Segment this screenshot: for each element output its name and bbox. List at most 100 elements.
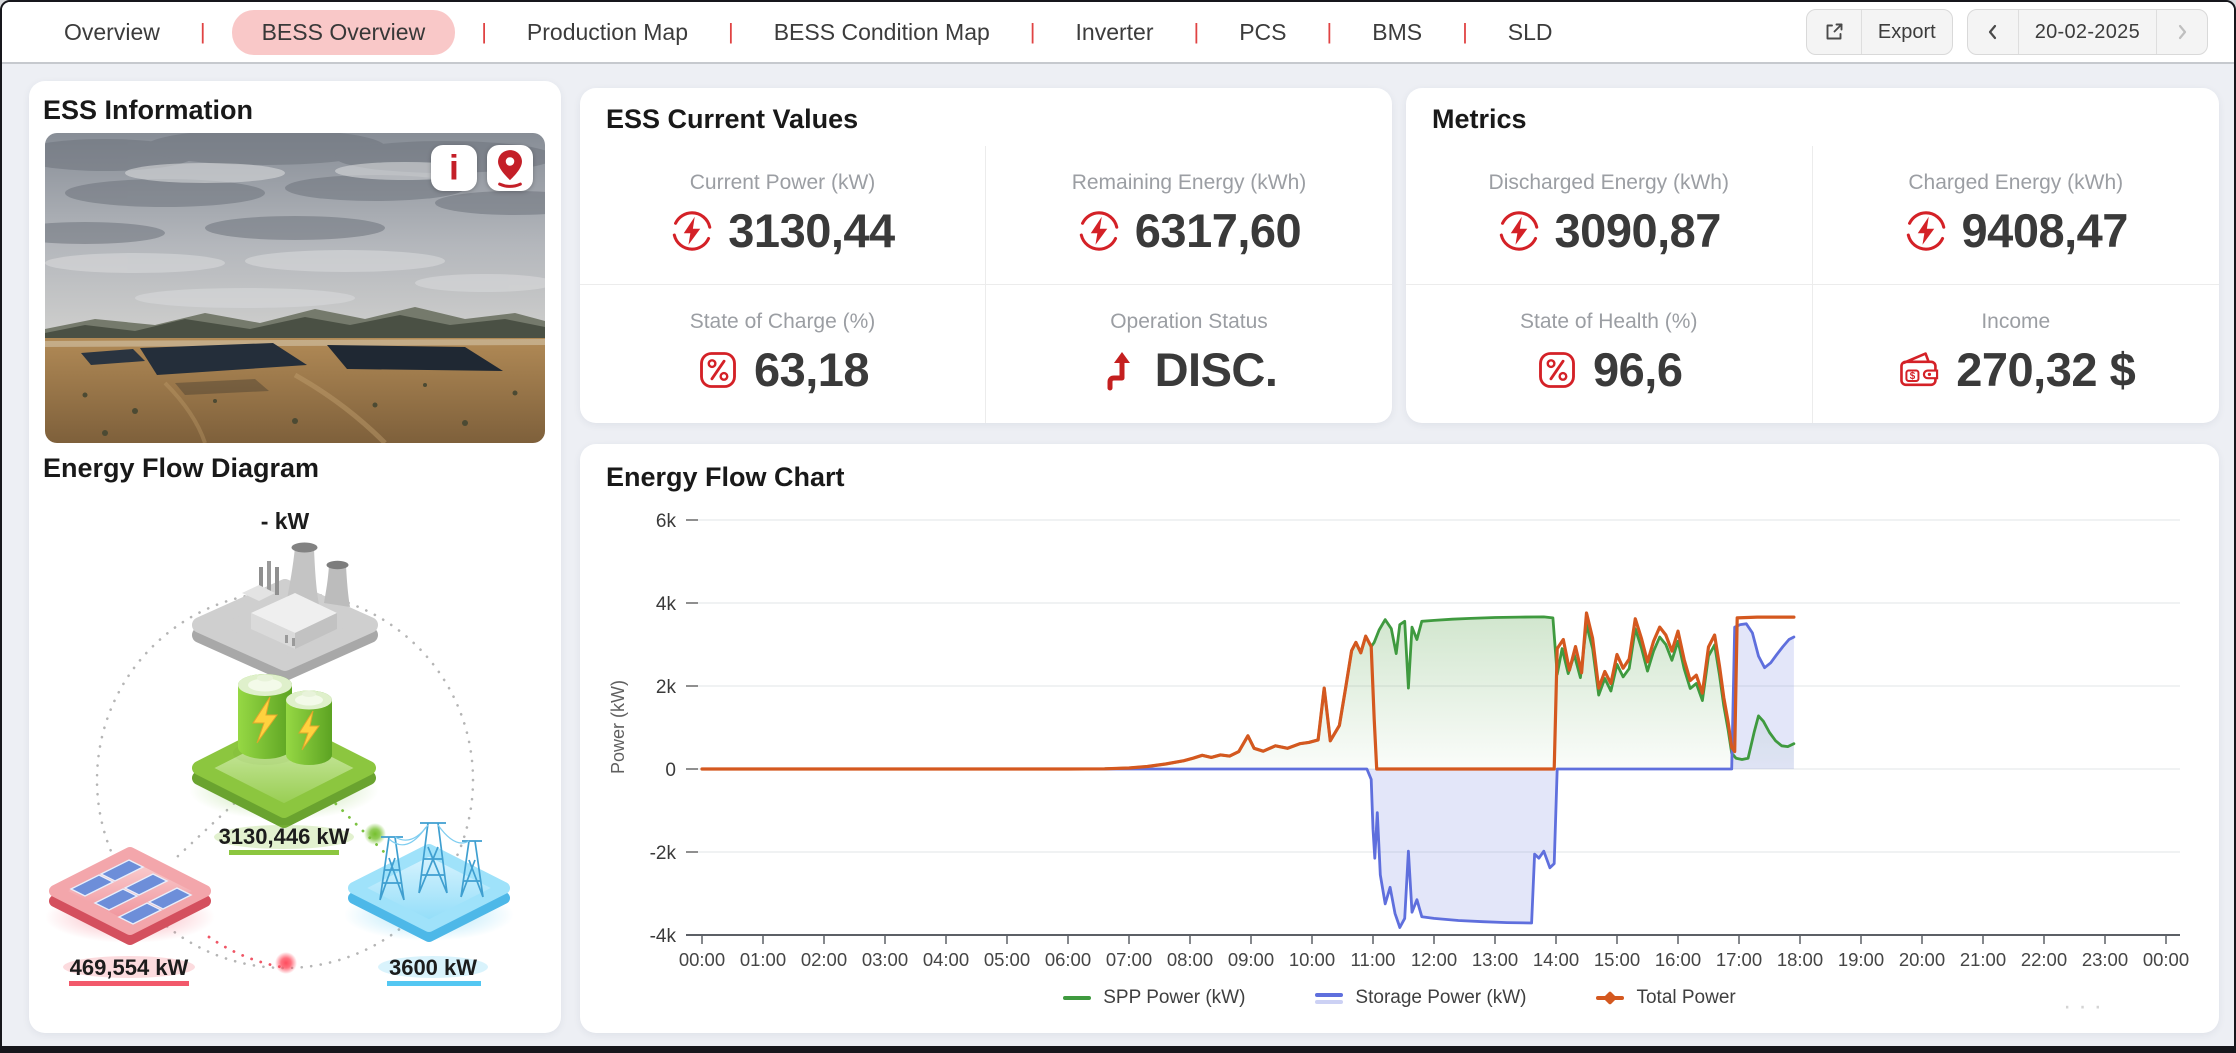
stat-value: 6317,60: [1134, 204, 1302, 258]
legend-marker-line: [1063, 991, 1092, 1005]
stat-operation-status: Operation Status DISC.: [986, 285, 1392, 424]
nav-separator: |: [1326, 19, 1333, 44]
chart-title: Energy Flow Chart: [606, 462, 845, 492]
legend-label: Storage Power (kW): [1355, 987, 1527, 1008]
ess-current-values-title: ESS Current Values: [606, 104, 859, 134]
chart-legend: SPP Power (kW) Storage Power (kW) Total …: [580, 987, 2219, 1009]
svg-text:00:00: 00:00: [2143, 949, 2189, 970]
svg-text:15:00: 15:00: [1594, 949, 1640, 970]
site-photo: i: [45, 133, 545, 443]
nav-separator: |: [199, 19, 206, 44]
nav-item-overview[interactable]: Overview: [64, 18, 160, 45]
svg-text:13:00: 13:00: [1472, 949, 1518, 970]
energy-flow-diagram: - kW: [45, 508, 514, 986]
date-value[interactable]: 20-02-2025: [2017, 10, 2156, 54]
battery-node-label: 3130,446 kW: [219, 824, 350, 849]
stat-current-power: Current Power (kW) 3130,44: [580, 146, 986, 285]
ess-information-card: ESS Information: [29, 81, 561, 1033]
photo-buttons: i: [431, 145, 533, 191]
svg-text:16:00: 16:00: [1655, 949, 1701, 970]
stat-income: Income $ 270,32 $: [1813, 285, 2220, 424]
nav-separator: |: [1193, 19, 1200, 44]
svg-text:21:00: 21:00: [1960, 949, 2006, 970]
next-day-button[interactable]: [2156, 10, 2207, 54]
stat-label: State of Health (%): [1520, 310, 1698, 334]
stat-remaining-energy: Remaining Energy (kWh) 6317,60: [986, 146, 1392, 285]
info-button[interactable]: i: [431, 145, 477, 191]
legend-spp-power[interactable]: SPP Power (kW): [1063, 987, 1245, 1009]
stat-label: Discharged Energy (kWh): [1488, 171, 1729, 195]
nav-item-bess-overview[interactable]: BESS Overview: [231, 9, 456, 55]
legend-marker-double-line: [1315, 991, 1344, 1005]
metrics-title: Metrics: [1432, 104, 1527, 134]
power-icon: [1904, 209, 1948, 253]
stat-value: 270,32 $: [1956, 343, 2136, 397]
prev-day-button[interactable]: [1968, 10, 2018, 54]
nav-separator: |: [1462, 19, 1468, 44]
chart-more-dots[interactable]: ···: [2063, 992, 2109, 1020]
stat-label: Charged Energy (kWh): [1908, 171, 2124, 195]
stat-state-of-charge: State of Charge (%) 63,18: [580, 284, 986, 423]
svg-text:17:00: 17:00: [1716, 949, 1762, 970]
battery-icon: [189, 674, 379, 828]
stat-label: Remaining Energy (kWh): [1071, 171, 1307, 195]
flow-dot-green: [364, 823, 386, 845]
flow-dot-red: [275, 952, 297, 974]
svg-text:14:00: 14:00: [1533, 949, 1579, 970]
svg-text:10:00: 10:00: [1289, 949, 1335, 970]
info-icon: i: [449, 148, 459, 188]
svg-text:Power (kW): Power (kW): [608, 680, 628, 774]
power-icon: [670, 209, 714, 253]
export-label: Export: [1860, 10, 1952, 54]
nav-item-pcs[interactable]: PCS: [1239, 18, 1287, 45]
power-icon: [1077, 209, 1121, 253]
svg-text:22:00: 22:00: [2021, 949, 2067, 970]
power-icon: [1497, 209, 1541, 253]
nav-separator: |: [481, 19, 487, 44]
svg-text:03:00: 03:00: [862, 949, 908, 970]
svg-text:08:00: 08:00: [1167, 949, 1213, 970]
nav-item-bess-condition-map[interactable]: BESS Condition Map: [773, 18, 990, 45]
stat-discharged-energy: Discharged Energy (kWh) 3090,87: [1406, 146, 1813, 285]
svg-text:-2k: -2k: [650, 843, 677, 864]
svg-text:00:00: 00:00: [679, 949, 725, 970]
nav-tabs: Overview | BESS Overview | Production Map | BE…: [50, 9, 1567, 55]
svg-text:i: i: [449, 148, 459, 188]
export-button[interactable]: Export: [1805, 9, 1953, 55]
nav-separator: |: [728, 19, 734, 44]
location-button[interactable]: [487, 145, 533, 191]
svg-text:6k: 6k: [656, 511, 677, 532]
tower-node-label: 3600 kW: [389, 955, 477, 980]
ess-current-values-card: ESS Current Values Current Power (kW) 31…: [580, 88, 1392, 423]
legend-storage-power[interactable]: Storage Power (kW): [1315, 987, 1526, 1009]
percent-icon: [1535, 348, 1579, 392]
percent-icon: [696, 348, 740, 392]
svg-text:-4k: -4k: [650, 926, 677, 947]
export-icon: [1807, 10, 1861, 54]
nav-item-production-map[interactable]: Production Map: [526, 18, 688, 45]
solar-label-underline: [69, 981, 189, 986]
ess-information-title: ESS Information: [43, 95, 254, 125]
nav-item-sld[interactable]: SLD: [1507, 18, 1553, 45]
nav-item-bms[interactable]: BMS: [1372, 18, 1423, 45]
svg-text:18:00: 18:00: [1777, 949, 1823, 970]
stat-label: Current Power (kW): [689, 171, 876, 195]
stat-label: Operation Status: [1110, 310, 1268, 334]
stat-label: Income: [1981, 310, 2051, 334]
legend-total-power[interactable]: Total Power: [1596, 987, 1736, 1009]
svg-text:05:00: 05:00: [984, 949, 1030, 970]
factory-icon: [192, 542, 378, 681]
stat-state-of-health: State of Health (%) 96,6: [1406, 284, 1813, 423]
energy-flow-diagram-title: Energy Flow Diagram: [43, 453, 320, 483]
ess-current-values-grid: Current Power (kW) 3130,44 Remaining Ene…: [580, 146, 1392, 423]
nav-item-inverter[interactable]: Inverter: [1075, 18, 1154, 45]
wallet-icon: $: [1896, 348, 1942, 392]
stat-value: 3090,87: [1554, 204, 1722, 258]
svg-text:12:00: 12:00: [1411, 949, 1457, 970]
svg-text:09:00: 09:00: [1228, 949, 1274, 970]
svg-text:20:00: 20:00: [1899, 949, 1945, 970]
svg-text:19:00: 19:00: [1838, 949, 1884, 970]
tower-label-underline: [387, 981, 481, 986]
svg-text:07:00: 07:00: [1106, 949, 1152, 970]
